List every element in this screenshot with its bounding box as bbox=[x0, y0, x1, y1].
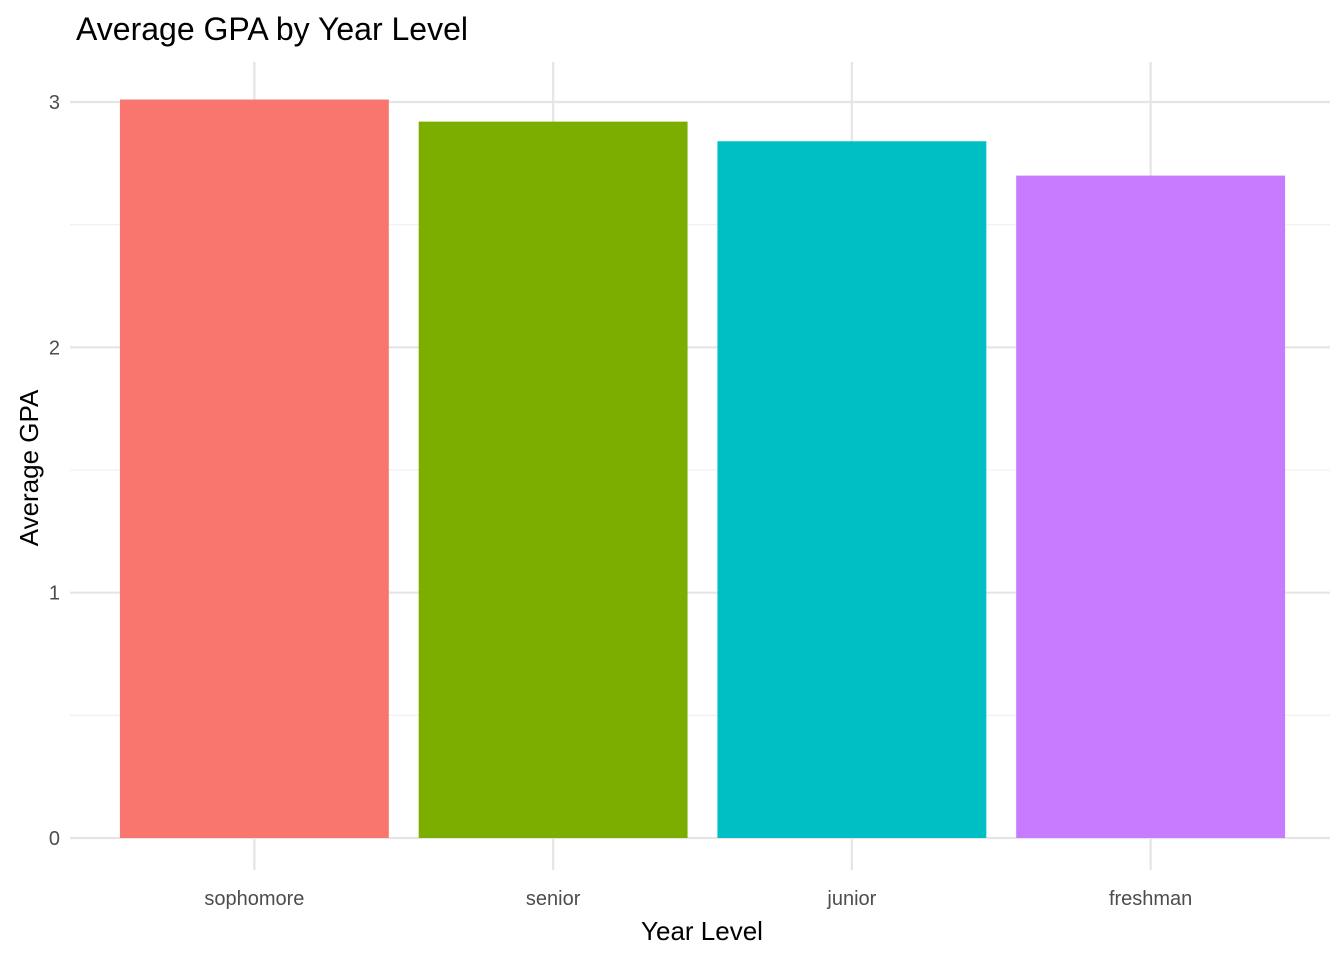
x-tick-label: sophomore bbox=[204, 888, 304, 910]
y-tick-label: 0 bbox=[49, 828, 60, 850]
x-tick-label: senior bbox=[526, 888, 581, 910]
x-axis-ticks: sophomore senior junior freshman bbox=[204, 888, 1192, 910]
y-tick-label: 1 bbox=[49, 583, 60, 605]
y-axis-ticks: 0 1 2 3 bbox=[49, 92, 60, 850]
x-axis-title: Year Level bbox=[641, 916, 763, 946]
bar-sophomore bbox=[119, 99, 389, 838]
y-tick-label: 3 bbox=[49, 92, 60, 114]
y-axis-title: Average GPA bbox=[14, 389, 44, 546]
bars bbox=[119, 99, 1286, 839]
y-tick-label: 2 bbox=[49, 337, 60, 359]
chart-title: Average GPA by Year Level bbox=[76, 11, 468, 47]
x-tick-label: junior bbox=[826, 888, 876, 910]
bar-freshman bbox=[1016, 175, 1286, 839]
bar-senior bbox=[418, 121, 688, 839]
bar-junior bbox=[717, 141, 987, 839]
x-tick-label: freshman bbox=[1109, 888, 1192, 910]
